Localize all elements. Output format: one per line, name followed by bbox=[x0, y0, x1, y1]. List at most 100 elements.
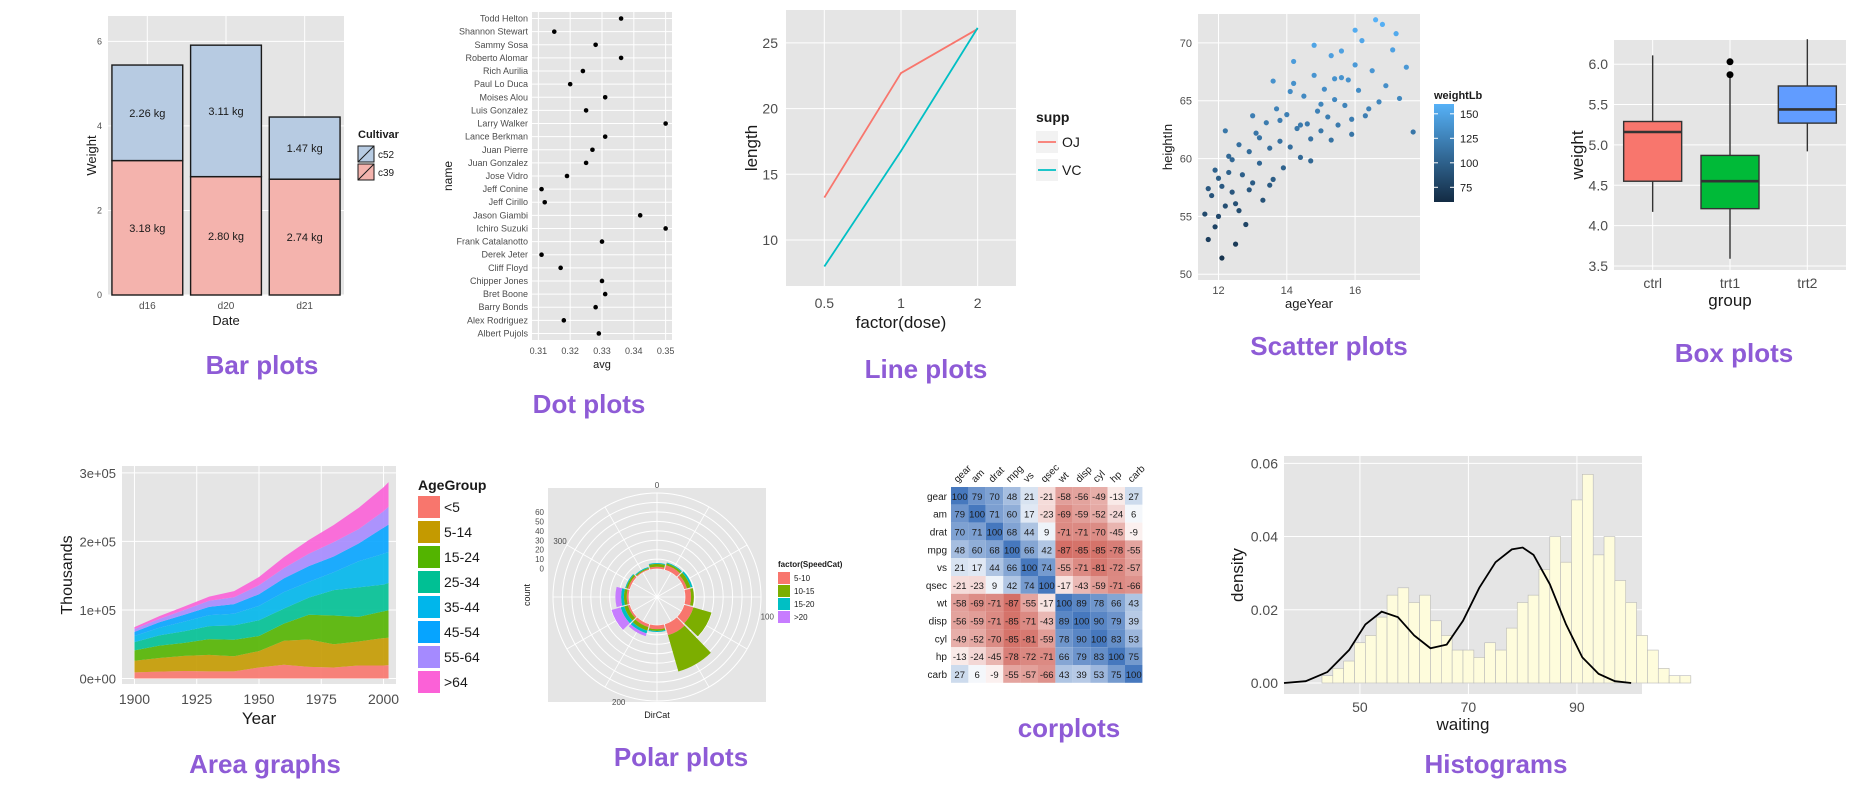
area-legend-label: >64 bbox=[444, 674, 468, 690]
corr-cell bbox=[1125, 665, 1143, 683]
bar-value-label: 2.74 kg bbox=[287, 232, 323, 244]
scatter-y-axis-title: heightIn bbox=[1160, 124, 1175, 170]
polar-wedge bbox=[621, 588, 625, 606]
bar-value-label: 3.11 kg bbox=[208, 106, 243, 118]
dot-name-label: Jose Vidro bbox=[486, 171, 528, 181]
scatter-point bbox=[1321, 86, 1327, 92]
corr-cell bbox=[1020, 629, 1038, 648]
bar-y-tick-label: 0 bbox=[97, 290, 102, 300]
hist-bin bbox=[1375, 616, 1388, 684]
area-x-tick-label: 1950 bbox=[243, 691, 274, 707]
corr-cell bbox=[1038, 611, 1056, 630]
corr-cell-value: -87 bbox=[1057, 545, 1071, 556]
scatter-point bbox=[1308, 136, 1314, 142]
box-y-axis-title: weight bbox=[1568, 130, 1587, 180]
corr-cell bbox=[1055, 647, 1073, 665]
hist-bin bbox=[1462, 649, 1475, 684]
corr-cell-value: 100 bbox=[952, 492, 968, 503]
polar-wedge bbox=[615, 586, 623, 608]
hist-x-tick-label: 70 bbox=[1461, 699, 1477, 715]
corr-cell bbox=[1090, 487, 1108, 505]
corr-cell-value: -72 bbox=[1109, 563, 1123, 574]
scatter-point bbox=[1253, 130, 1259, 136]
bar-y-tick-label: 6 bbox=[97, 36, 102, 46]
dot-name-label: Sammy Sosa bbox=[474, 40, 528, 50]
dot-point bbox=[593, 304, 598, 310]
scatter-panel bbox=[1198, 14, 1420, 280]
hist-bin bbox=[1473, 657, 1485, 684]
box-rect bbox=[1622, 120, 1683, 182]
scatter-legend-label: 100 bbox=[1460, 158, 1478, 170]
polar-wedge bbox=[649, 566, 665, 570]
corr-cell bbox=[1107, 522, 1125, 541]
corr-cell bbox=[985, 593, 1004, 612]
bar-segment bbox=[189, 175, 263, 296]
corr-cell bbox=[951, 487, 969, 505]
corr-cell bbox=[1003, 593, 1021, 612]
corr-cell-value: 53 bbox=[1094, 670, 1105, 681]
corr-cell-value: -78 bbox=[1005, 652, 1019, 663]
corr-cell bbox=[1038, 487, 1056, 505]
scatter-point bbox=[1332, 76, 1338, 82]
corr-cell-value: 83 bbox=[1094, 652, 1105, 663]
corr-cell-value: -13 bbox=[1109, 492, 1123, 503]
scatter-point bbox=[1379, 21, 1386, 28]
corr-cell-value: 100 bbox=[1126, 670, 1142, 681]
corr-cell bbox=[1107, 647, 1125, 665]
scatter-point bbox=[1338, 48, 1345, 54]
corr-cell bbox=[968, 629, 986, 648]
polar-legend-key bbox=[778, 598, 790, 610]
polar-r-tick-label: 40 bbox=[535, 527, 544, 536]
area-x-tick-label: 2000 bbox=[368, 691, 399, 707]
corr-cell-value: 27 bbox=[1128, 492, 1139, 503]
corr-cell bbox=[1107, 540, 1125, 559]
corr-col-label: gear bbox=[952, 463, 974, 485]
dot-point bbox=[539, 186, 544, 192]
corr-cell bbox=[985, 629, 1004, 648]
dot-x-tick-label: 0.31 bbox=[530, 346, 548, 356]
corr-cell bbox=[1090, 593, 1108, 612]
hist-bin bbox=[1647, 649, 1659, 684]
corr-cell-value: 70 bbox=[954, 528, 965, 539]
dot-point bbox=[663, 226, 668, 231]
hist-bin bbox=[1625, 602, 1637, 684]
corr-cell bbox=[985, 665, 1004, 683]
bar-value-label: 3.18 kg bbox=[129, 223, 165, 235]
scatter-point bbox=[1410, 129, 1416, 135]
polar-legend-key bbox=[778, 572, 790, 584]
corr-cell bbox=[1020, 558, 1038, 576]
polar-legend-label: 5-10 bbox=[794, 574, 811, 583]
dot-point bbox=[539, 252, 544, 258]
corr-cell bbox=[985, 576, 1004, 594]
corr-row-label: am bbox=[933, 510, 947, 521]
corr-col-label: cyl bbox=[1091, 469, 1107, 485]
polar-chart: 01002003000102030405060DirCatcountfactor… bbox=[522, 481, 843, 720]
corr-cell-value: -55 bbox=[1127, 545, 1141, 556]
dot-name-label: Cliff Floyd bbox=[488, 263, 528, 273]
corr-cell-value: 89 bbox=[1076, 599, 1087, 610]
corr-cell-value: -72 bbox=[1022, 652, 1036, 663]
area-y-tick-label: 0e+00 bbox=[79, 672, 116, 687]
scatter-point bbox=[1373, 17, 1379, 23]
scatter-point bbox=[1256, 160, 1263, 166]
corr-cell bbox=[968, 576, 986, 594]
corr-row-label: carb bbox=[928, 670, 948, 681]
bar-value-label: 2.80 kg bbox=[208, 231, 244, 243]
area-legend-label: 5-14 bbox=[444, 524, 472, 540]
scatter-point bbox=[1335, 122, 1341, 128]
corr-cell bbox=[1003, 665, 1021, 683]
polar-legend-key bbox=[778, 585, 790, 597]
corr-cell-value: 74 bbox=[1024, 581, 1035, 592]
corr-cell bbox=[951, 611, 969, 630]
corr-cell-value: 100 bbox=[987, 528, 1003, 539]
corr-cell-value: -49 bbox=[953, 634, 967, 645]
area-series-band bbox=[134, 610, 389, 661]
bar-x-tick-label: d16 bbox=[139, 301, 156, 312]
corr-cell-value: 9 bbox=[992, 581, 997, 592]
polar-spoke bbox=[566, 544, 658, 598]
polar-y-axis-title: count bbox=[522, 583, 532, 606]
polar-wedge bbox=[627, 604, 637, 619]
line-y-tick-label: 10 bbox=[762, 232, 778, 248]
area-series-band bbox=[134, 524, 389, 637]
corr-cell-value: -13 bbox=[953, 652, 967, 663]
